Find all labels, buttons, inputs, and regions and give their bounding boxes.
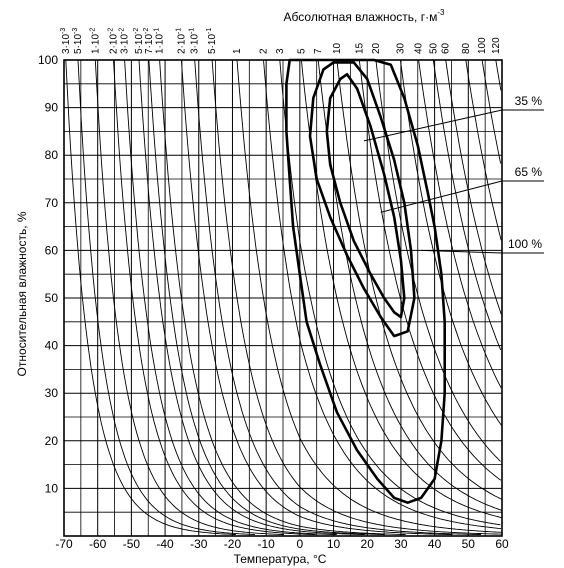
x-tick-label: -20 [224,537,242,551]
isoline [138,59,365,536]
isoline-label: 10 [332,42,343,54]
y-tick-label: 80 [45,148,59,162]
isoline-label: 5·10-1 [206,28,218,54]
isoline [399,59,502,426]
isoline-label: 15 [354,42,365,54]
isoline [180,59,453,536]
x-tick-label: 20 [361,537,375,551]
y-tick-label: 70 [45,196,59,210]
isoline-label: 80 [461,42,472,54]
isoline [148,59,385,536]
x-tick-label: -70 [55,537,73,551]
x-tick-label: 60 [495,537,509,551]
isoline [358,59,502,481]
isoline-label: 2·10-2 [108,28,120,54]
labels: Температура, °С Относительная влажность,… [15,8,445,566]
annotation-leader [421,249,503,254]
isoline [77,59,255,535]
top-axis-label: Абсолютная влажность, г·м-3 [284,8,445,24]
y-tick-label: 100 [38,53,58,67]
series-curves: 35 % 65 % 100 % [285,58,544,505]
axes: -70 -60 -50 -40 -30 -20 -10 0 10 20 30 40 50 60 10 20 30… [38,53,509,551]
isoline-label: 1·10-2 [89,28,101,54]
isoline [317,59,503,511]
x-tick-label: -40 [156,537,174,551]
isoline-label: 3·10-1 [189,28,201,54]
x-tick-label: -30 [190,537,208,551]
x-tick-label: 30 [394,537,408,551]
isoline-label: 5 [296,48,307,54]
isoline [336,59,503,500]
annotation-leader [380,180,503,213]
isoline [300,59,502,519]
isoline [495,59,502,91]
isoline [124,59,337,536]
isoline [445,59,502,315]
isoline [113,59,316,536]
y-tick-label: 10 [45,481,59,495]
annotation-label: 65 % [515,165,543,179]
x-tick-label: -60 [89,537,107,551]
isoline [194,59,482,536]
isoline-label: 40 [414,42,425,54]
series-contour-35pct [325,73,406,319]
isoline-label: 100 [477,37,488,54]
isoline [236,59,502,533]
x-tick-label: 40 [428,537,442,551]
isoline-label: 30 [395,42,406,54]
isoline-label: 5·10-2 [133,28,145,54]
isoline-label: 60 [441,42,452,54]
grid [63,59,503,537]
isoline-label: 3·10-3 [60,28,72,54]
y-tick-label: 60 [45,243,59,257]
isoline [432,59,502,351]
x-tick-label: -10 [257,537,275,551]
y-tick-label: 30 [45,386,59,400]
isoline-label: 50 [428,42,439,54]
isoline [418,59,502,389]
isoline [263,59,502,530]
isoline-label: 20 [371,42,382,54]
y-tick-label: 90 [45,101,59,115]
annotation-leader [363,109,503,142]
isoline [465,59,502,241]
isoline-label: 1 [232,48,243,54]
isoline [279,59,501,526]
series-contour-65pct [308,61,416,338]
top-axis-label-sup: -3 [437,8,445,17]
annotation-label: 35 % [515,94,543,108]
isoline [65,59,236,535]
isoline [375,59,501,462]
x-tick-label: -50 [123,537,141,551]
isoline [94,59,285,536]
absolute-humidity-isolines: 3·10-35·10-3 1·10-2 2·10-23·10-25·10-27·10… [60,28,503,536]
isoline-label: 120 [491,37,502,54]
isoline-label: 3 [275,48,286,54]
isoline [211,59,502,535]
x-tick-label: 10 [327,537,341,551]
isoline-label: 1·10-1 [154,28,166,54]
annotation-label: 100 % [508,237,542,251]
plot-frame [63,59,503,537]
y-tick-label: 20 [45,434,59,448]
series-contour-100pct [285,58,447,505]
isoline [159,59,406,535]
isoline-label: 2 [259,48,270,54]
x-axis-label: Температура, °С [234,552,327,566]
y-tick-label: 40 [45,339,59,353]
isoline-label: 3·10-2 [119,28,131,54]
y-tick-label: 50 [45,291,59,305]
x-tick-label: 0 [297,537,304,551]
isoline-label: 5·10-3 [72,28,84,54]
isoline-label: 7·10-2 [143,28,155,54]
isoline-label: 2·10-1 [175,28,187,54]
y-axis-label: Относительная влажность, % [15,211,29,376]
isoline [481,59,502,164]
isoline-label: 7 [313,48,324,54]
top-axis-label-main: Абсолютная влажность, г·м [284,10,438,24]
x-tick-label: 50 [462,537,476,551]
